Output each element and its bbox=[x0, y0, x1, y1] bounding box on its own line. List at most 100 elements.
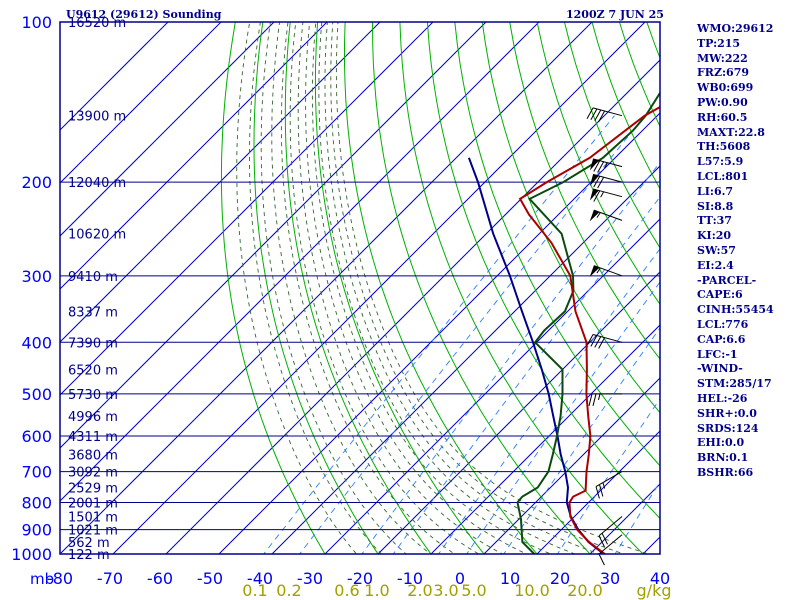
pressure-tick-label: 900 bbox=[21, 521, 52, 540]
barb-staff bbox=[592, 107, 623, 117]
param-30: BSHR:66 bbox=[697, 465, 754, 479]
barb-flag bbox=[589, 174, 599, 186]
wind-barb bbox=[598, 534, 623, 566]
height-label: 122 m bbox=[68, 548, 110, 563]
barb-full bbox=[590, 108, 598, 121]
isotherm-line bbox=[60, 22, 540, 502]
height-label: 1501 m bbox=[68, 510, 118, 525]
param-25: HEL:-26 bbox=[697, 391, 748, 405]
barb-half bbox=[596, 267, 601, 274]
param-18: CAPE:6 bbox=[697, 288, 743, 302]
param-16: EI:2.4 bbox=[697, 258, 734, 272]
height-label: 8337 m bbox=[68, 305, 118, 320]
barb-full bbox=[599, 484, 604, 497]
param-23: -WIND- bbox=[697, 362, 743, 376]
param-0: WMO:29612 bbox=[697, 22, 774, 35]
pressure-tick-label: 600 bbox=[21, 427, 52, 446]
height-label: 10620 m bbox=[68, 228, 126, 243]
dry-adiabat-line bbox=[314, 22, 485, 554]
temperature-tick-label: -10 bbox=[397, 569, 423, 588]
barb-full bbox=[594, 336, 602, 348]
valid-time: 1200Z 7 JUN 25 bbox=[566, 8, 664, 21]
param-17: -PARCEL- bbox=[697, 273, 757, 287]
param-14: KI:20 bbox=[697, 229, 732, 243]
temperature-tick-label: 30 bbox=[600, 569, 620, 588]
barb-flag bbox=[589, 265, 600, 277]
height-label: 6520 m bbox=[68, 364, 118, 379]
wind-barb bbox=[588, 393, 622, 406]
height-label: 1021 m bbox=[68, 524, 118, 539]
isotherm-line bbox=[165, 59, 660, 554]
temperature-tick-label: -30 bbox=[297, 569, 323, 588]
barb-flag bbox=[589, 188, 599, 201]
param-13: TT:37 bbox=[697, 214, 732, 228]
barb-full bbox=[597, 161, 605, 173]
mixing-ratio-label: 10.0 bbox=[514, 581, 550, 600]
temperature-tick-label: 20 bbox=[550, 569, 570, 588]
barb-full bbox=[593, 190, 601, 202]
moist-adiabat-line bbox=[271, 22, 432, 554]
plot-frame bbox=[59, 21, 661, 555]
mixing-ratio-line bbox=[361, 161, 660, 554]
mixing-ratio-label: 1.0 bbox=[364, 581, 389, 600]
barb-staff bbox=[598, 516, 623, 537]
dry-adiabat-line bbox=[509, 22, 660, 360]
barb-full bbox=[586, 334, 594, 346]
temperature-tick-label: -20 bbox=[347, 569, 373, 588]
param-9: L57:5.9 bbox=[697, 155, 744, 169]
pressure-unit-label: mb bbox=[30, 570, 54, 588]
barb-half bbox=[604, 162, 608, 169]
barb-half bbox=[600, 191, 605, 198]
barb-staff bbox=[595, 471, 623, 488]
pressure-tick-label: 300 bbox=[21, 267, 52, 286]
barb-half bbox=[596, 212, 601, 218]
barb-full bbox=[588, 393, 593, 406]
wind-barbs bbox=[586, 107, 623, 566]
temperature-trace bbox=[518, 105, 660, 554]
profile-lines bbox=[467, 91, 660, 554]
moist-adiabat-line bbox=[297, 22, 504, 554]
barb-half bbox=[598, 393, 601, 400]
dry-adiabat-line bbox=[344, 22, 538, 554]
param-20: LCL:776 bbox=[697, 317, 749, 331]
param-10: LCL:801 bbox=[697, 169, 749, 183]
temperature-tick-label: 40 bbox=[650, 569, 670, 588]
height-label: 4996 m bbox=[68, 410, 118, 425]
isotherm-line bbox=[60, 22, 169, 131]
dry-adiabat-line bbox=[481, 22, 660, 414]
param-7: MAXT:22.8 bbox=[697, 125, 765, 139]
isotherm-line bbox=[60, 22, 222, 184]
height-label: 9410 m bbox=[68, 270, 118, 285]
wind-barb bbox=[598, 516, 623, 548]
barb-full bbox=[598, 553, 605, 566]
barb-staff bbox=[592, 334, 623, 343]
isotherm-line bbox=[483, 377, 660, 554]
pressure-tick-label: 800 bbox=[21, 493, 52, 512]
pressure-tick-label: 1000 bbox=[11, 545, 52, 564]
param-8: TH:5608 bbox=[697, 140, 751, 154]
param-28: EHI:0.0 bbox=[697, 436, 745, 450]
moist-adiabat-line bbox=[249, 22, 383, 554]
height-label: 2001 m bbox=[68, 496, 118, 511]
wind-barb bbox=[589, 188, 623, 202]
pressure-tick-label: 500 bbox=[21, 385, 52, 404]
isotherm-line bbox=[536, 430, 660, 554]
dry-adiabat-line bbox=[454, 22, 660, 467]
mixing-ratio-line bbox=[392, 196, 660, 554]
background-grid bbox=[60, 22, 660, 554]
wind-barb bbox=[589, 173, 623, 189]
mixing-ratio-label: 3.0 bbox=[433, 581, 458, 600]
dry-adiabat-line bbox=[372, 22, 591, 554]
barb-full bbox=[593, 160, 601, 172]
barb-half bbox=[602, 482, 606, 489]
height-label: 5730 m bbox=[68, 388, 118, 403]
param-22: LFC:-1 bbox=[697, 347, 738, 361]
moist-adiabat-line bbox=[311, 22, 552, 554]
barb-full bbox=[598, 110, 606, 123]
dry-adiabat-line bbox=[220, 22, 326, 554]
barb-flag bbox=[589, 210, 600, 222]
height-label: 7390 m bbox=[68, 336, 118, 351]
wind-barb bbox=[589, 265, 623, 277]
